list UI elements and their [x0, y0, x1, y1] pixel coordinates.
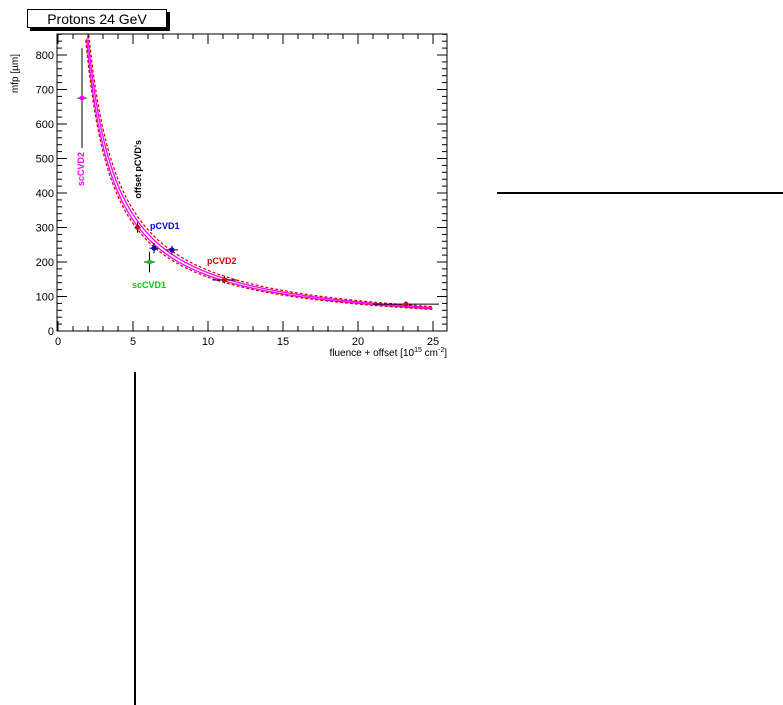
- y-tick-label: 600: [36, 119, 54, 131]
- point-marker: [79, 95, 85, 101]
- data-points: [77, 48, 439, 307]
- x-tick-label: 5: [130, 336, 136, 348]
- y-tick-label: 400: [36, 188, 54, 200]
- fit-curve-lower: [85, 38, 433, 310]
- x-tick-label: 15: [277, 336, 289, 348]
- y-tick-label: 100: [36, 292, 54, 304]
- data-point-3: [149, 243, 159, 254]
- point-marker: [403, 301, 409, 307]
- y-axis-label: mfp [µm]: [10, 54, 21, 93]
- annotation-sccvd1: scCVD1: [132, 280, 166, 290]
- y-tick-label: 200: [36, 257, 54, 269]
- y-tick-label: 700: [36, 85, 54, 97]
- x-tick-label: 10: [202, 336, 214, 348]
- labels: scCVD2 offset pCVD's pCVD1 scCVD1 pCVD2: [76, 140, 237, 290]
- x-tick-label: 0: [55, 336, 61, 348]
- chart-title: Protons 24 GeV: [27, 9, 167, 28]
- point-marker: [151, 245, 157, 251]
- plot-frame: [56, 33, 448, 332]
- data-point-2: [134, 222, 141, 233]
- data-point-1: [77, 48, 87, 149]
- y-tick-label: 300: [36, 223, 54, 235]
- x-tick-label: 20: [352, 336, 364, 348]
- data-point-6: [212, 276, 237, 284]
- point-marker: [135, 225, 140, 230]
- point-marker: [222, 277, 227, 283]
- point-marker: [169, 247, 175, 253]
- fit-curve-upper: [87, 39, 433, 309]
- data-point-5: [144, 251, 155, 273]
- y-tick-label: 0: [48, 326, 54, 338]
- y-tick-label: 500: [36, 154, 54, 166]
- annotation-pcvd1: pCVD1: [150, 221, 180, 231]
- x-axis-label: fluence + offset [1015 cm-2]: [329, 347, 447, 359]
- point-marker: [147, 259, 152, 265]
- y-tick-label: 800: [36, 50, 54, 62]
- data-point-4: [166, 245, 178, 255]
- data-point-7: [373, 301, 439, 307]
- vertical-line: [134, 372, 136, 705]
- annotation-sccvd2: scCVD2: [76, 152, 86, 186]
- horizontal-line: [497, 192, 783, 194]
- fit-curves: [85, 34, 433, 310]
- annotation-offset-pcvd-s: offset pCVD's: [133, 140, 143, 199]
- x-tick-label: 25: [427, 336, 439, 348]
- error-band-upper: [88, 34, 433, 308]
- annotation-pcvd2: pCVD2: [207, 256, 237, 266]
- axes: 0 5 10 15 20 25 0 100 200 300 400 500 600 700 800 mfp […: [10, 33, 448, 359]
